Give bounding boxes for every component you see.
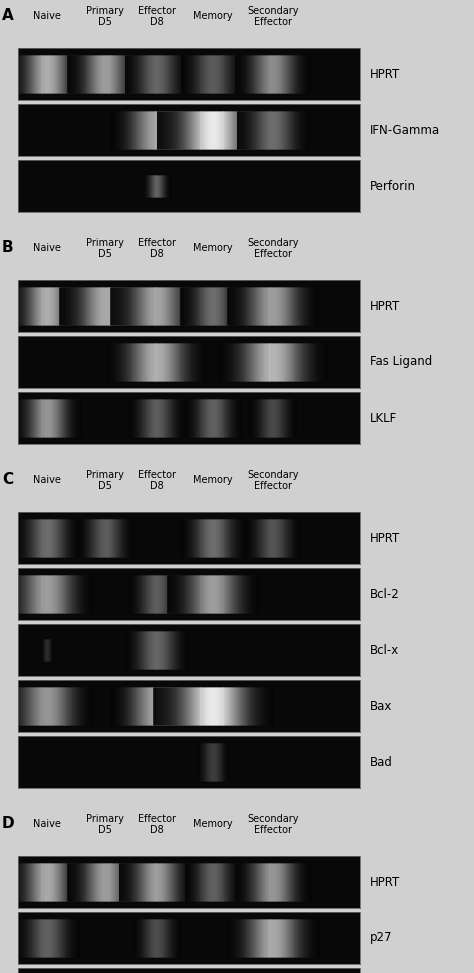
Text: Primary: Primary <box>86 814 124 824</box>
Text: B: B <box>2 240 14 255</box>
Text: Fas Ligand: Fas Ligand <box>370 355 432 369</box>
Text: Primary: Primary <box>86 470 124 480</box>
Text: Memory: Memory <box>193 475 233 485</box>
Text: Effector: Effector <box>137 470 175 480</box>
Text: Perforin: Perforin <box>370 179 416 193</box>
Text: D8: D8 <box>150 249 164 259</box>
Text: Naive: Naive <box>33 243 61 253</box>
Text: Bax: Bax <box>370 700 392 712</box>
Text: Effector: Effector <box>254 17 292 27</box>
Text: Secondary: Secondary <box>247 238 299 248</box>
Text: Memory: Memory <box>193 11 233 21</box>
Text: D: D <box>2 816 15 831</box>
Text: HPRT: HPRT <box>370 300 400 312</box>
Text: Bcl-x: Bcl-x <box>370 643 399 657</box>
Text: D8: D8 <box>150 481 164 491</box>
Text: D5: D5 <box>98 249 112 259</box>
Text: IFN-Gamma: IFN-Gamma <box>370 124 440 136</box>
Text: D5: D5 <box>98 825 112 835</box>
Text: D8: D8 <box>150 825 164 835</box>
Text: D5: D5 <box>98 481 112 491</box>
Text: Primary: Primary <box>86 238 124 248</box>
Text: Bad: Bad <box>370 755 393 769</box>
Text: LKLF: LKLF <box>370 412 397 424</box>
Text: Secondary: Secondary <box>247 814 299 824</box>
Text: Naive: Naive <box>33 475 61 485</box>
Text: Effector: Effector <box>137 238 175 248</box>
Text: HPRT: HPRT <box>370 876 400 888</box>
Text: C: C <box>2 472 13 487</box>
Text: Memory: Memory <box>193 819 233 829</box>
Text: HPRT: HPRT <box>370 531 400 545</box>
Text: Naive: Naive <box>33 819 61 829</box>
Text: Effector: Effector <box>254 825 292 835</box>
Text: p27: p27 <box>370 931 392 945</box>
Text: Secondary: Secondary <box>247 470 299 480</box>
Text: Effector: Effector <box>254 249 292 259</box>
Text: D5: D5 <box>98 17 112 27</box>
Text: HPRT: HPRT <box>370 67 400 81</box>
Text: Naive: Naive <box>33 11 61 21</box>
Text: Memory: Memory <box>193 243 233 253</box>
Text: Effector: Effector <box>137 6 175 16</box>
Text: Effector: Effector <box>137 814 175 824</box>
Text: A: A <box>2 8 14 23</box>
Text: Effector: Effector <box>254 481 292 491</box>
Text: Primary: Primary <box>86 6 124 16</box>
Text: D8: D8 <box>150 17 164 27</box>
Text: Bcl-2: Bcl-2 <box>370 588 400 600</box>
Text: Secondary: Secondary <box>247 6 299 16</box>
